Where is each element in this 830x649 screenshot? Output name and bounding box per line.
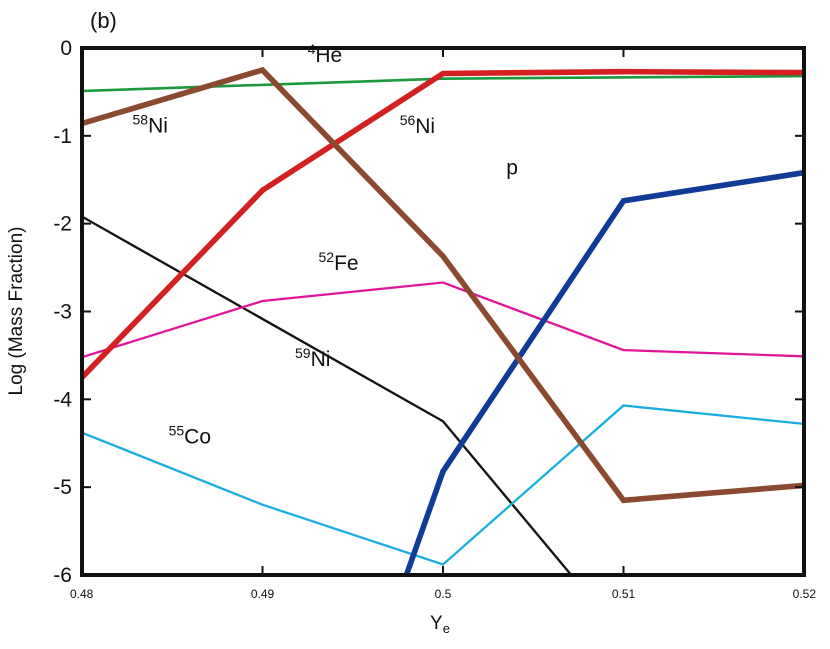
series-label-element: Ni <box>148 114 168 137</box>
series-layer <box>82 66 804 575</box>
series-label-mass: 56 <box>400 112 416 128</box>
panel-label: (b) <box>90 8 117 33</box>
series-label-mass: 59 <box>295 345 311 361</box>
series-label-mass: 52 <box>319 249 335 265</box>
series-label-element: Co <box>184 425 211 448</box>
series-label-4He: 4He <box>308 41 343 67</box>
y-tick-label: -5 <box>53 476 72 499</box>
x-axis-title: Ye <box>430 613 450 636</box>
series-line-52Fe <box>82 281 804 359</box>
series-label-59Ni: 59Ni <box>295 345 330 371</box>
y-tick-label: -3 <box>53 301 72 324</box>
series-label-element: Ni <box>415 115 435 138</box>
x-tick-label: 0.52 <box>793 587 817 601</box>
x-tick-label: 0.48 <box>70 587 94 601</box>
x-axis-title-sub: e <box>443 621 450 636</box>
series-line-56Ni <box>82 68 804 380</box>
series-label-55Co: 55Co <box>169 422 211 448</box>
x-tick-label: 0.5 <box>435 587 452 601</box>
x-tick-label: 0.51 <box>612 587 636 601</box>
x-tick-label: 0.49 <box>251 587 275 601</box>
y-tick-label: -1 <box>53 125 72 148</box>
y-axis-title: Log (Mass Fraction) <box>6 227 27 396</box>
series-label-52Fe: 52Fe <box>319 249 359 275</box>
x-axis-title-main: Y <box>430 613 443 634</box>
series-line-55Co <box>82 404 804 566</box>
y-tick-label: -2 <box>53 213 72 236</box>
plot-frame <box>80 46 806 577</box>
series-label-56Ni: 56Ni <box>400 112 435 138</box>
y-tick-label: 0 <box>60 37 72 60</box>
y-tick-label: -6 <box>53 564 72 587</box>
series-line-p <box>403 169 804 575</box>
series-label-element: Ni <box>311 348 331 371</box>
series-label-58Ni: 58Ni <box>133 111 168 137</box>
series-line-58Ni <box>82 66 804 504</box>
series-line-59Ni <box>82 215 573 575</box>
series-label-element: Fe <box>334 252 359 275</box>
series-label-mass: 55 <box>169 422 185 438</box>
series-label-mass: 58 <box>133 111 149 127</box>
series-label-p: p <box>506 157 518 180</box>
y-tick-label: -4 <box>53 388 72 411</box>
